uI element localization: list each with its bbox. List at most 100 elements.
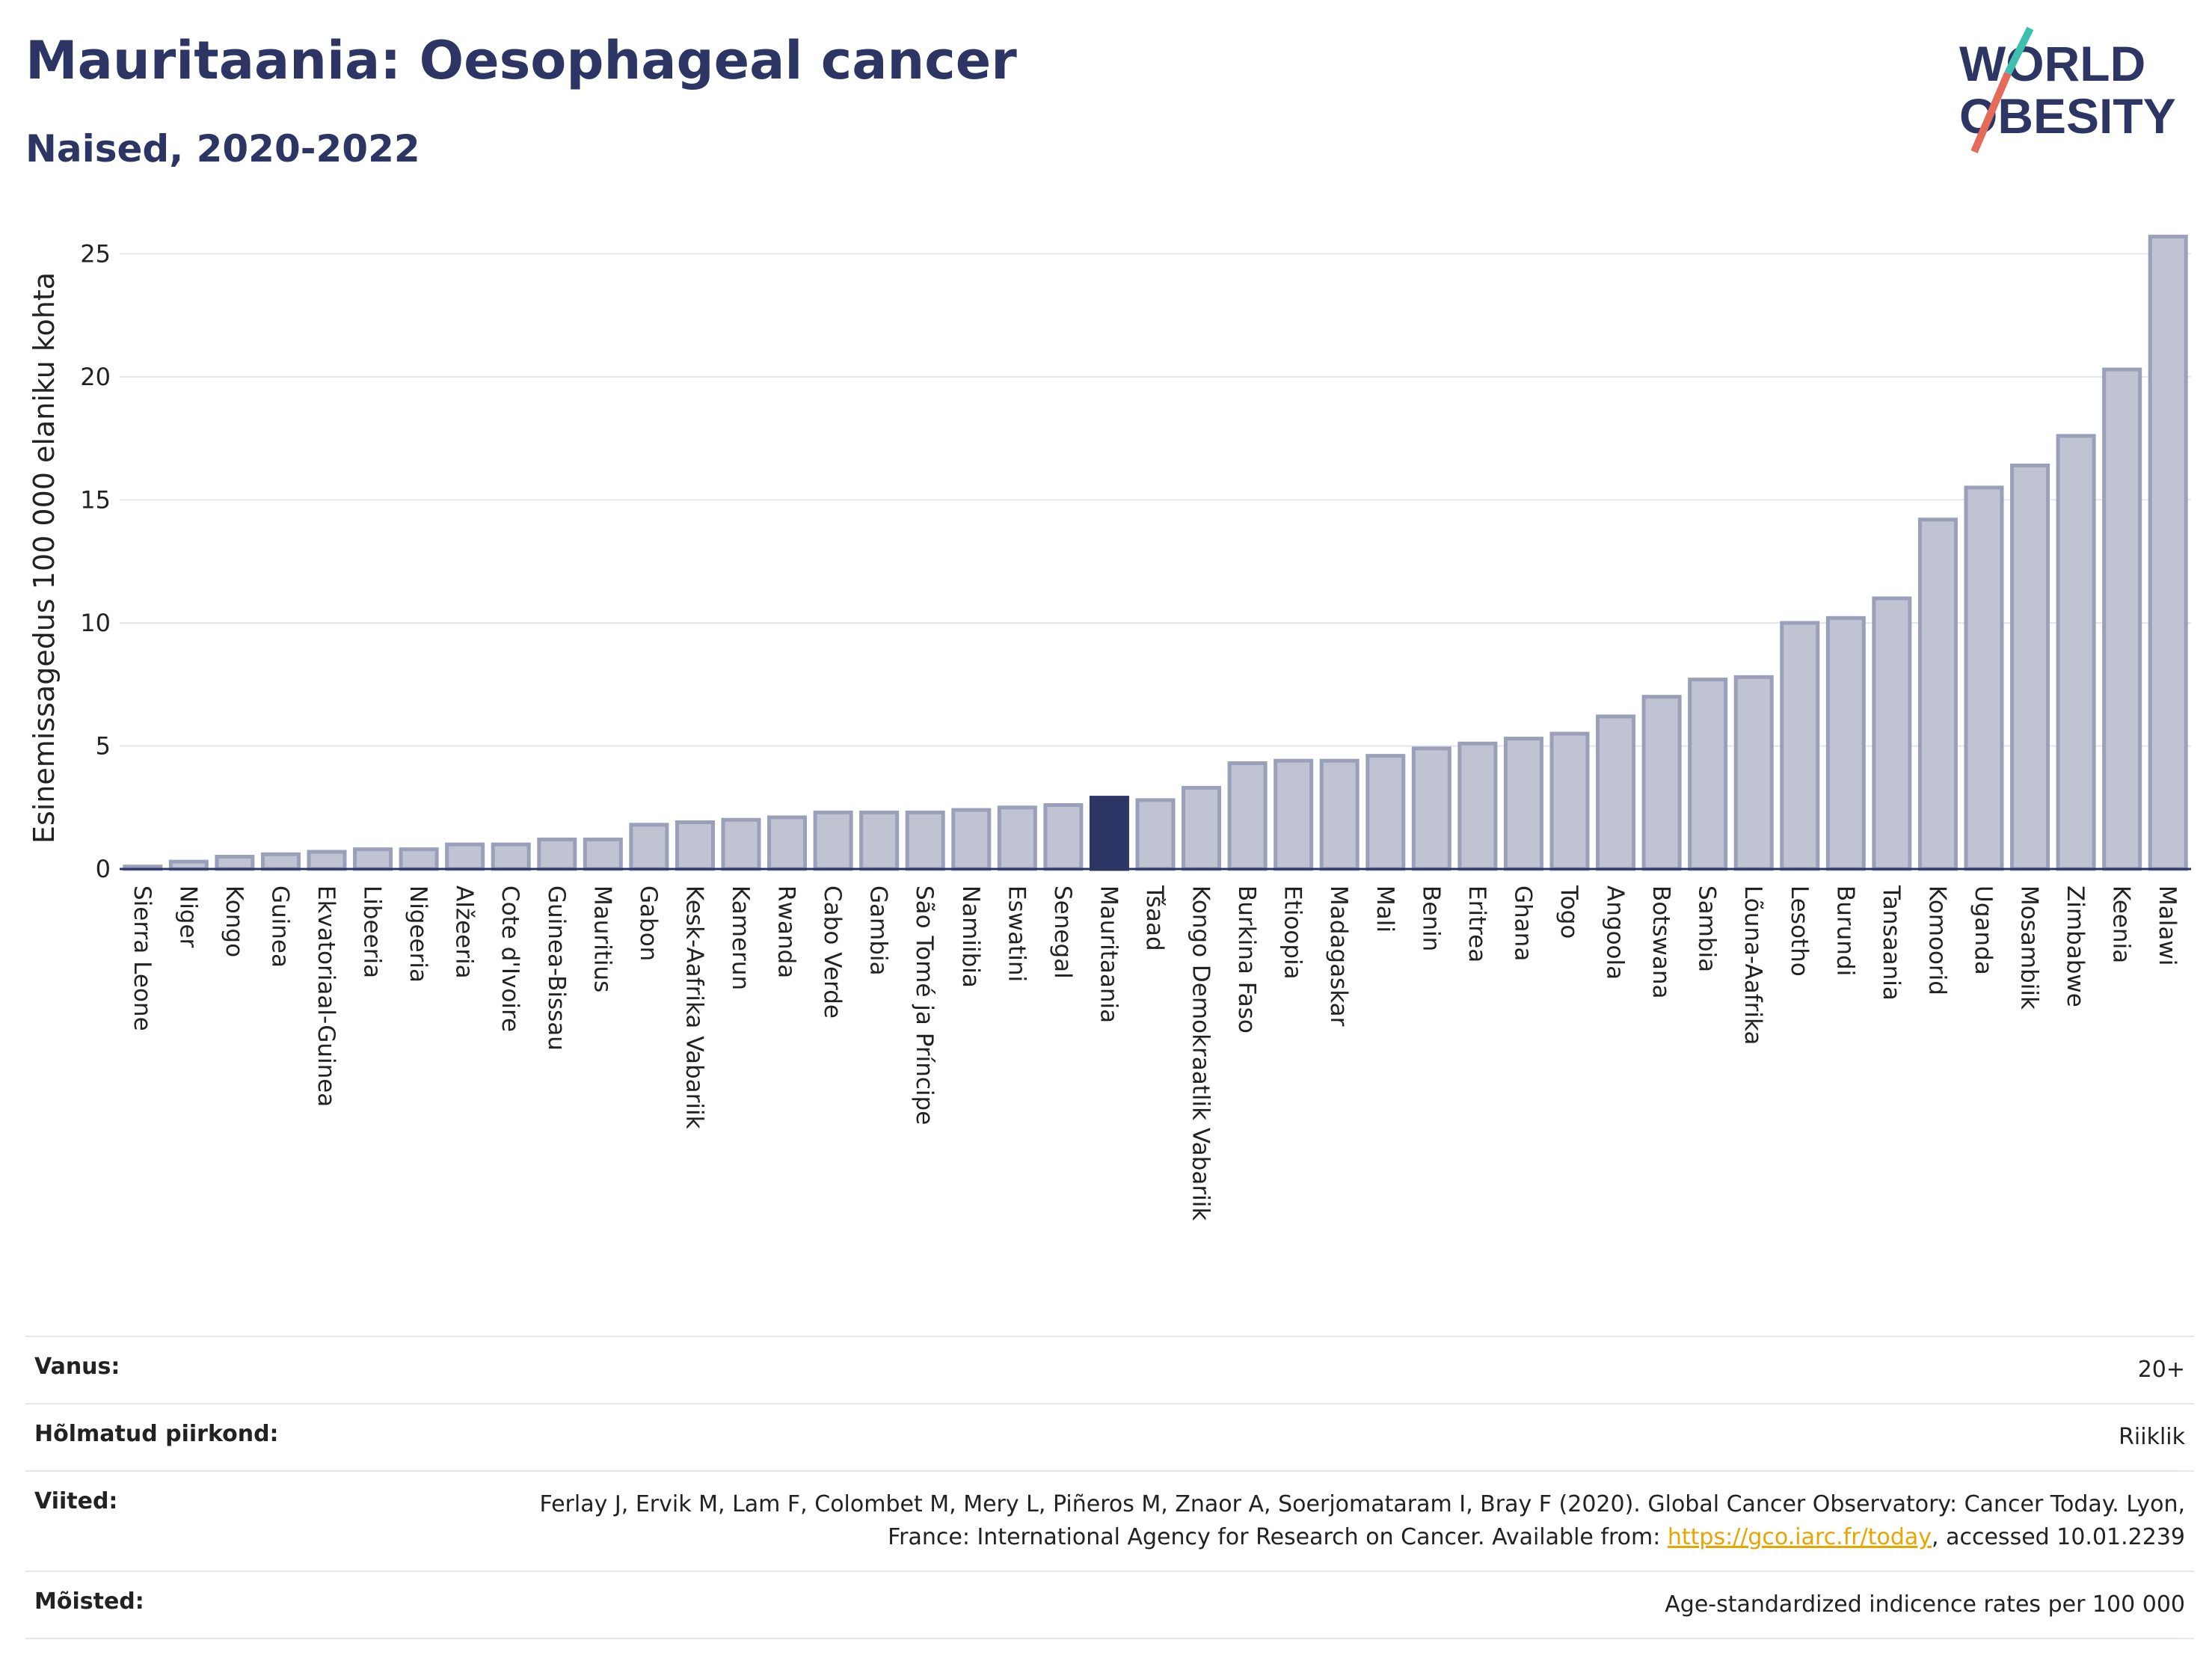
bar-nigeeria[interactable] xyxy=(399,847,439,871)
bar-gabon[interactable] xyxy=(629,823,669,871)
bar-l-una-aafrika[interactable] xyxy=(1733,675,1774,871)
bar-etioopia[interactable] xyxy=(1274,758,1314,871)
bar-gambia[interactable] xyxy=(859,810,900,871)
x-tick-label: Mali xyxy=(1371,885,1398,933)
definitions-value: Age-standardized indicence rates per 100… xyxy=(1665,1591,2185,1618)
definitions-label: Mõisted: xyxy=(34,1588,144,1615)
info-table: Vanus: 20+ Hõlmatud piirkond: Riiklik Vi… xyxy=(25,1336,2194,1639)
bar-mauritius[interactable] xyxy=(583,838,623,871)
bar-namiibia[interactable] xyxy=(951,808,992,871)
x-tick-label: Senegal xyxy=(1049,885,1076,979)
x-tick-label: Lesotho xyxy=(1786,885,1813,977)
x-tick-label: Malawi xyxy=(2154,885,2181,965)
x-tick-label: Cabo Verde xyxy=(819,885,846,1019)
bar-keenia[interactable] xyxy=(2102,367,2142,871)
x-tick-label: Botswana xyxy=(1647,885,1674,999)
info-row-definitions: Mõisted: Age-standardized indicence rate… xyxy=(25,1570,2194,1639)
x-axis-labels: Sierra Leone Niger Kongo Guinea Ekvatoriaal-… xyxy=(129,885,2181,1220)
bar-sambia[interactable] xyxy=(1688,678,1728,871)
x-tick-label: Tšaad xyxy=(1141,885,1168,951)
x-tick-label: Gambia xyxy=(865,885,892,976)
x-tick-label: Guinea xyxy=(266,885,293,968)
x-tick-label: Eritrea xyxy=(1463,885,1490,962)
y-tick-label: 5 xyxy=(96,731,111,760)
bar-mali[interactable] xyxy=(1365,754,1406,871)
bar-burkina-faso[interactable] xyxy=(1227,761,1268,871)
x-tick-label: Mauritaania xyxy=(1095,885,1122,1023)
y-tick-label: 10 xyxy=(80,609,111,637)
bar-ekvatoriaal-guinea[interactable] xyxy=(307,850,347,871)
references-label: Viited: xyxy=(34,1488,118,1514)
bar-guinea-bissau[interactable] xyxy=(537,838,577,871)
info-row-region: Hõlmatud piirkond: Riiklik xyxy=(25,1403,2194,1470)
x-tick-label: Nigeeria xyxy=(405,885,431,983)
bar-eswatini[interactable] xyxy=(997,805,1037,871)
bar-zimbabwe[interactable] xyxy=(2056,434,2096,871)
bar-burundi[interactable] xyxy=(1825,615,1866,871)
bar-uganda[interactable] xyxy=(1964,485,2004,871)
bar-eritrea[interactable] xyxy=(1457,741,1498,871)
x-tick-label: Tansaania xyxy=(1878,885,1905,1001)
x-tick-label: Lõuna-Aafrika xyxy=(1739,885,1766,1045)
x-tick-label: São Tomé ja Príncipe xyxy=(911,885,938,1125)
references-accessed: , accessed 10.01.2239 xyxy=(1932,1524,2185,1550)
x-tick-label: Komoorid xyxy=(1923,885,1950,995)
bar-senegal[interactable] xyxy=(1043,802,1084,871)
age-label: Vanus: xyxy=(34,1354,120,1380)
bar-komoorid[interactable] xyxy=(1917,518,1958,871)
x-tick-label: Eswatini xyxy=(1003,885,1030,982)
bar-t-aad[interactable] xyxy=(1135,798,1176,871)
x-tick-label: Keenia xyxy=(2108,885,2135,963)
bar-cote-d-ivoire[interactable] xyxy=(491,842,531,871)
references-text: Ferlay J, Ervik M, Lam F, Colombet M, Me… xyxy=(539,1491,2185,1550)
bar-guinea[interactable] xyxy=(260,852,301,871)
bar-ghana[interactable] xyxy=(1503,737,1543,871)
bar-angoola[interactable] xyxy=(1596,714,1636,871)
x-tick-label: Togo xyxy=(1555,885,1582,939)
bar-malawi[interactable] xyxy=(2148,234,2188,871)
x-tick-label: Alžeeria xyxy=(451,885,478,979)
x-tick-label: Ghana xyxy=(1509,885,1536,961)
x-tick-label: Ekvatoriaal-Guinea xyxy=(313,885,340,1107)
x-tick-label: Angoola xyxy=(1602,885,1629,980)
bar-kesk-aafrika-vabariik[interactable] xyxy=(675,820,715,871)
x-tick-label: Rwanda xyxy=(773,885,800,978)
region-label: Hõlmatud piirkond: xyxy=(34,1421,279,1447)
x-tick-label: Namiibia xyxy=(957,885,984,988)
x-tick-label: Kongo Demokraatlik Vabariik xyxy=(1188,885,1214,1220)
bar-s-o-tom-ja-pr-ncipe[interactable] xyxy=(905,810,945,871)
bar-libeeria[interactable] xyxy=(353,847,393,871)
x-tick-label: Libeeria xyxy=(359,885,386,978)
x-tick-label: Zimbabwe xyxy=(2062,885,2089,1007)
age-value: 20+ xyxy=(2137,1357,2185,1383)
bar-mauritaania[interactable] xyxy=(1089,796,1129,871)
bar-botswana[interactable] xyxy=(1641,695,1682,871)
bar-cabo-verde[interactable] xyxy=(813,810,853,871)
world-obesity-logo: WORLD OBESITY xyxy=(1959,26,2176,153)
page-subtitle: Naised, 2020-2022 xyxy=(25,127,420,171)
y-tick-label: 25 xyxy=(80,239,111,268)
info-row-age: Vanus: 20+ xyxy=(25,1336,2194,1403)
bar-mosambiik[interactable] xyxy=(2010,463,2050,871)
references-value: Ferlay J, Ervik M, Lam F, Colombet M, Me… xyxy=(503,1488,2185,1554)
bar-al-eeria[interactable] xyxy=(445,842,485,871)
x-tick-label: Niger xyxy=(174,885,201,948)
bars xyxy=(123,234,2188,871)
bar-tansaania[interactable] xyxy=(1872,596,1912,871)
x-tick-label: Kamerun xyxy=(727,885,754,990)
bar-rwanda[interactable] xyxy=(767,815,808,871)
bar-kongo[interactable] xyxy=(215,855,255,871)
bar-madagaskar[interactable] xyxy=(1319,758,1360,871)
x-tick-label: Benin xyxy=(1417,885,1444,951)
bar-kamerun[interactable] xyxy=(721,817,761,871)
bar-benin[interactable] xyxy=(1411,746,1451,871)
y-tick-label: 20 xyxy=(80,363,111,391)
x-tick-label: Mosambiik xyxy=(2016,885,2043,1010)
bar-lesotho[interactable] xyxy=(1780,621,1820,871)
bar-togo[interactable] xyxy=(1549,731,1590,871)
y-tick-label: 0 xyxy=(96,855,111,883)
x-tick-label: Burkina Faso xyxy=(1233,885,1260,1034)
references-link[interactable]: https://gco.iarc.fr/today xyxy=(1667,1524,1932,1550)
bar-kongo-demokraatlik-vabariik[interactable] xyxy=(1182,785,1222,871)
x-tick-label: Uganda xyxy=(1970,885,1997,975)
